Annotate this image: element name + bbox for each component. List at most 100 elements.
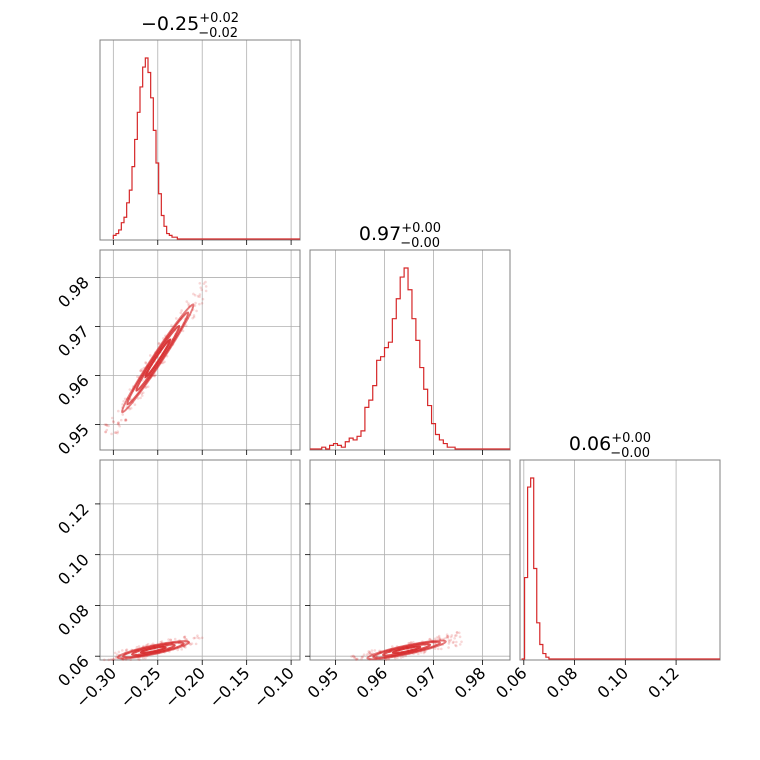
sample-point — [447, 642, 451, 645]
sample-point — [121, 413, 125, 416]
sample-point — [140, 394, 144, 397]
panel-2-0 — [99, 459, 301, 661]
sample-point — [352, 655, 356, 658]
y-tick-label: 0.97 — [54, 322, 93, 361]
sample-point — [154, 373, 157, 377]
sample-point — [113, 657, 116, 661]
sample-point — [173, 637, 177, 641]
y-tick-label: 0.12 — [54, 499, 93, 538]
panel-frame — [309, 249, 511, 451]
sample-point — [200, 301, 204, 305]
sample-point — [199, 286, 203, 289]
title-param-0-minus: −0.02 — [198, 26, 238, 41]
sample-point — [103, 658, 106, 662]
sample-point — [124, 419, 127, 422]
sample-point — [204, 289, 208, 293]
sample-point — [193, 293, 197, 297]
contour-line — [144, 338, 172, 379]
sample-point — [124, 418, 128, 421]
y-tick-label: 0.10 — [54, 550, 93, 589]
sample-point — [350, 655, 353, 658]
title-param-2: 0.06+0.00 — [569, 431, 651, 455]
sample-point — [196, 294, 200, 298]
sample-point — [433, 637, 437, 641]
sample-point — [128, 388, 132, 391]
sample-point — [128, 407, 131, 411]
sample-point — [409, 641, 413, 644]
sample-point — [457, 631, 461, 635]
sample-point — [125, 648, 129, 651]
sample-point — [157, 342, 161, 346]
sample-point — [185, 300, 189, 303]
x-tick-label: −0.10 — [250, 663, 298, 711]
sample-point — [187, 302, 190, 305]
x-tick-label: 0.95 — [304, 663, 343, 702]
sample-point — [360, 657, 363, 661]
sample-point — [159, 640, 162, 644]
sample-point — [180, 648, 183, 651]
sample-point — [198, 293, 202, 296]
sample-point — [105, 428, 109, 432]
pair-2-0 — [103, 634, 204, 662]
sample-point — [184, 646, 187, 649]
sample-point — [201, 297, 205, 301]
panel-frame — [309, 459, 511, 661]
sample-point — [192, 314, 196, 317]
x-tick-label: 0.10 — [594, 663, 633, 702]
sample-point — [153, 374, 156, 378]
sample-point — [354, 658, 358, 661]
sample-point — [169, 638, 173, 642]
sample-point — [458, 643, 462, 646]
x-tick-label: 0.06 — [492, 663, 531, 702]
y-tick-label: 0.95 — [54, 420, 93, 459]
sample-point — [449, 635, 453, 639]
sample-point — [356, 657, 359, 661]
sample-point — [138, 658, 141, 661]
sample-point — [163, 360, 166, 364]
sample-point — [110, 416, 114, 420]
sample-point — [117, 409, 120, 413]
sample-point — [192, 315, 196, 319]
sample-point — [195, 309, 198, 313]
sample-point — [401, 655, 405, 659]
x-tick-label: 0.08 — [543, 663, 582, 702]
title-param-2-minus: −0.00 — [610, 446, 650, 461]
sample-point — [422, 651, 426, 655]
title-param-1-minus: −0.00 — [400, 236, 440, 251]
sample-point — [136, 657, 140, 661]
contour-line — [391, 645, 422, 655]
sample-point — [198, 295, 201, 298]
sample-point — [449, 638, 453, 642]
sample-point — [455, 631, 459, 634]
sample-point — [169, 638, 173, 642]
sample-point — [447, 646, 450, 649]
sample-point — [111, 419, 115, 423]
sample-point — [192, 636, 196, 640]
sample-point — [200, 636, 204, 640]
sample-point — [452, 640, 455, 644]
sample-point — [412, 640, 415, 644]
sample-point — [446, 635, 449, 639]
sample-point — [455, 634, 458, 637]
sample-point — [460, 640, 463, 644]
sample-point — [167, 638, 170, 641]
sample-point — [124, 418, 128, 422]
sample-point — [184, 637, 187, 641]
histogram-1 — [310, 267, 510, 450]
sample-point — [139, 369, 142, 373]
contour-line — [135, 324, 181, 392]
sample-point — [192, 292, 195, 296]
sample-point — [196, 636, 199, 639]
sample-point — [105, 424, 109, 427]
sample-point — [437, 634, 441, 638]
sample-point — [438, 637, 442, 640]
sample-point — [417, 652, 420, 656]
sample-point — [137, 645, 141, 648]
sample-point — [161, 361, 165, 365]
sample-point — [437, 636, 441, 639]
sample-point — [140, 392, 143, 395]
sample-point — [453, 637, 456, 640]
sample-point — [104, 423, 108, 426]
sample-point — [198, 302, 201, 306]
